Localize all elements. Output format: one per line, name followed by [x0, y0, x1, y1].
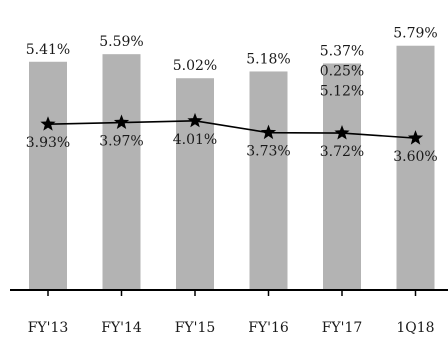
line-value-label: 3.60% — [393, 149, 437, 165]
line-point-star — [334, 125, 350, 140]
line-value-label: 3.72% — [320, 144, 364, 160]
bars-layer — [29, 45, 435, 290]
bar-value-label: 5.18% — [246, 51, 290, 67]
x-tick-label: FY'16 — [248, 320, 289, 336]
x-tick-label: FY'13 — [28, 320, 69, 336]
x-tick-label: FY'14 — [101, 320, 142, 336]
x-tick-label: FY'17 — [322, 320, 363, 336]
line-value-label: 3.73% — [246, 144, 290, 160]
bar-value-label: 5.59% — [99, 34, 143, 50]
bar-value-label: 5.02% — [173, 58, 217, 74]
bar — [323, 63, 361, 290]
bar — [176, 78, 214, 290]
line-point-star — [407, 130, 424, 145]
line-value-label: 3.93% — [26, 135, 70, 151]
x-tick-label: 1Q18 — [396, 320, 434, 336]
bar — [102, 54, 141, 290]
bar — [396, 45, 435, 290]
bar-value-label: 5.41% — [26, 42, 70, 58]
bar — [29, 61, 67, 290]
line-series — [47, 120, 416, 139]
line-value-label: 3.97% — [99, 134, 143, 150]
bar-extra-label: 0.25% — [320, 63, 364, 79]
bar-value-label: 5.37% — [320, 43, 364, 59]
line-point-star — [113, 114, 130, 129]
line-value-label: 4.01% — [173, 132, 217, 148]
labels-layer: 5.41% FY'13 5.59% FY'14 5.02% FY'15 5.18% FY'16… — [26, 26, 438, 336]
bar-extra-label: 5.12% — [320, 83, 364, 99]
x-tick-marks — [47, 290, 417, 296]
line-point-star — [260, 124, 277, 140]
x-tick-label: FY'15 — [175, 320, 216, 336]
bar-value-label: 5.79% — [393, 26, 437, 42]
line-point-star — [40, 116, 56, 131]
line-point-star — [187, 112, 203, 128]
bar — [249, 71, 288, 290]
line-series-layer — [40, 112, 424, 145]
